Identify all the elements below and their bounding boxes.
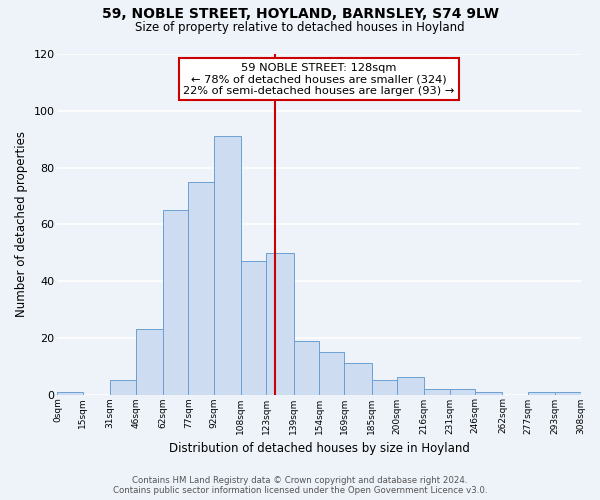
Text: 59 NOBLE STREET: 128sqm
← 78% of detached houses are smaller (324)
22% of semi-d: 59 NOBLE STREET: 128sqm ← 78% of detache… [184, 62, 455, 96]
Bar [475, 392, 502, 394]
Bar [188, 182, 214, 394]
Bar [136, 329, 163, 394]
Bar [266, 252, 293, 394]
Bar [293, 340, 319, 394]
Bar [214, 136, 241, 394]
Bar [397, 378, 424, 394]
Bar [555, 392, 581, 394]
Bar [450, 389, 475, 394]
X-axis label: Distribution of detached houses by size in Hoyland: Distribution of detached houses by size … [169, 442, 469, 455]
Bar [528, 392, 555, 394]
Text: Size of property relative to detached houses in Hoyland: Size of property relative to detached ho… [135, 21, 465, 34]
Bar [58, 392, 83, 394]
Bar [110, 380, 136, 394]
Bar [241, 261, 266, 394]
Bar [319, 352, 344, 395]
Bar [424, 389, 450, 394]
Bar [371, 380, 397, 394]
Y-axis label: Number of detached properties: Number of detached properties [15, 132, 28, 318]
Bar [163, 210, 188, 394]
Text: Contains HM Land Registry data © Crown copyright and database right 2024.
Contai: Contains HM Land Registry data © Crown c… [113, 476, 487, 495]
Bar [344, 364, 371, 394]
Text: 59, NOBLE STREET, HOYLAND, BARNSLEY, S74 9LW: 59, NOBLE STREET, HOYLAND, BARNSLEY, S74… [101, 8, 499, 22]
